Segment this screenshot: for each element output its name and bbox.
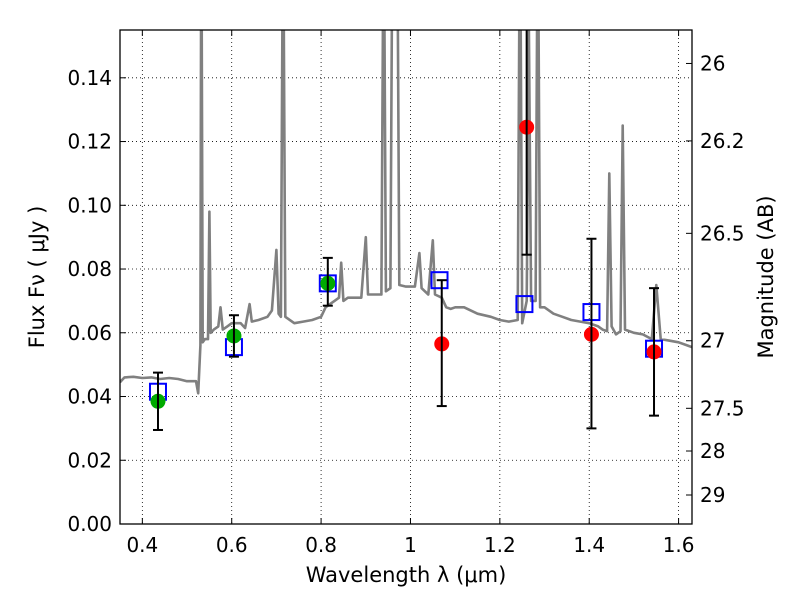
y-tick-label: 0.04 bbox=[67, 385, 112, 409]
y-tick-label: 0.08 bbox=[67, 257, 112, 281]
y-tick-label: 0.12 bbox=[67, 130, 112, 154]
y-tick-label: 0.14 bbox=[67, 66, 112, 90]
y2-tick-label: 27 bbox=[700, 329, 725, 353]
model-spectrum-line bbox=[120, 30, 692, 395]
y2-axis-title: Magnitude (AB) bbox=[754, 195, 778, 358]
plot-frame bbox=[119, 29, 693, 525]
y-axis-title: Flux Fν ( μJy ) bbox=[25, 206, 49, 349]
y-tick-label: 0.06 bbox=[67, 321, 112, 345]
x-tick-label: 1.4 bbox=[573, 533, 605, 557]
y-tick-label: 0.02 bbox=[67, 448, 112, 472]
x-tick-label: 0.8 bbox=[305, 533, 337, 557]
x-tick-label: 1 bbox=[404, 533, 417, 557]
y2-tick-label: 27.5 bbox=[700, 396, 745, 420]
x-tick-label: 1.2 bbox=[484, 533, 516, 557]
grid-lines bbox=[120, 30, 692, 525]
x-tick-label: 1.6 bbox=[663, 533, 695, 557]
plot-area bbox=[120, 30, 692, 431]
y2-tick-label: 28 bbox=[700, 439, 725, 463]
y-tick-label: 0.10 bbox=[67, 193, 112, 217]
x-axis-title: Wavelength λ (μm) bbox=[306, 563, 507, 587]
axis-ticks: 0.4 0.6 0.8 1 1.2 1.4 1.6 0.00 0.02 0.04 0.06 0.08 0… bbox=[67, 30, 745, 557]
y2-tick-label: 29 bbox=[700, 483, 725, 507]
y2-tick-label: 26.2 bbox=[700, 129, 745, 153]
model-band-square bbox=[515, 295, 534, 314]
x-tick-label: 0.6 bbox=[216, 533, 248, 557]
model-band-square bbox=[430, 271, 449, 290]
y2-tick-label: 26.5 bbox=[700, 221, 745, 245]
y2-tick-label: 26 bbox=[700, 51, 725, 75]
y-tick-label: 0.00 bbox=[67, 512, 112, 536]
x-tick-label: 0.4 bbox=[126, 533, 158, 557]
